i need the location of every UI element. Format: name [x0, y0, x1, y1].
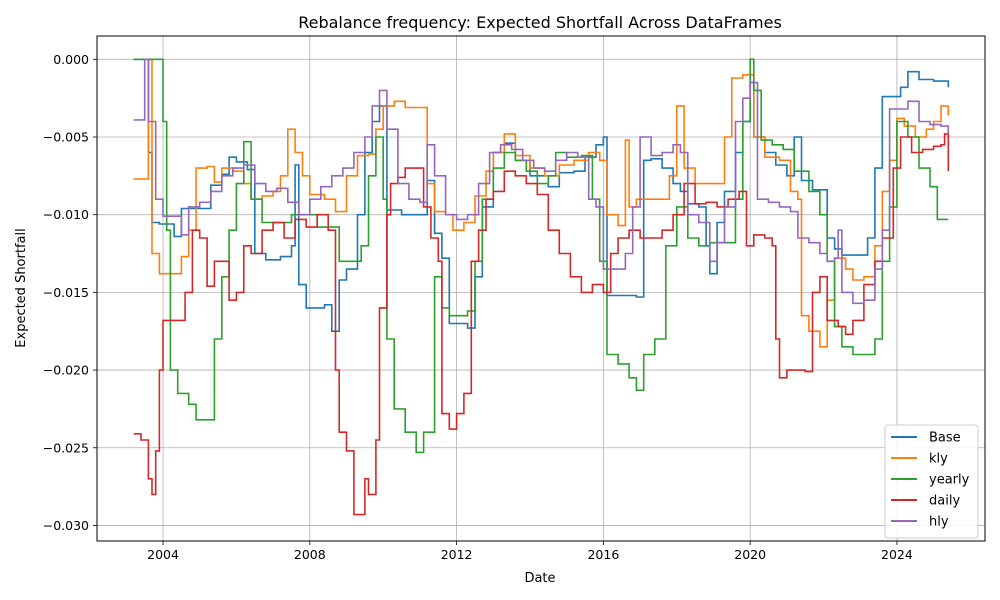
- series-line-daily: [133, 133, 950, 516]
- x-tick-label: 2020: [734, 547, 766, 562]
- chart-title: Rebalance frequency: Expected Shortfall …: [298, 13, 782, 32]
- legend-label: hly: [929, 515, 949, 530]
- y-tick-label: −0.025: [43, 440, 89, 455]
- y-tick-label: −0.005: [43, 130, 89, 145]
- y-tick-label: −0.030: [43, 518, 89, 533]
- x-tick-label: 2024: [881, 547, 913, 562]
- legend-label: Base: [929, 431, 961, 446]
- legend-label: kly: [929, 452, 948, 467]
- legend-label: yearly: [929, 473, 970, 488]
- y-tick-label: 0.000: [53, 52, 89, 67]
- series-line-yearly: [133, 58, 949, 454]
- series-line-hly: [133, 58, 950, 305]
- y-tick-label: −0.015: [43, 285, 89, 300]
- legend-label: daily: [929, 494, 960, 509]
- x-tick-label: 2012: [441, 547, 473, 562]
- y-axis: 0.000 −0.005 −0.010 −0.015 −0.020 −0.025 −0.03…: [43, 52, 97, 533]
- series-line-kly: [133, 58, 950, 348]
- legend-box: [884, 424, 979, 539]
- series-lines: [133, 58, 950, 516]
- x-axis-title: Date: [524, 571, 555, 586]
- series-line-base: [133, 58, 950, 332]
- x-tick-label: 2008: [294, 547, 326, 562]
- y-axis-title: Expected Shortfall: [14, 228, 29, 347]
- plot-frame: [96, 35, 986, 542]
- grid: [97, 36, 985, 541]
- x-tick-label: 2004: [147, 547, 179, 562]
- y-tick-label: −0.010: [43, 207, 89, 222]
- x-tick-label: 2016: [587, 547, 619, 562]
- x-axis: 2004 2008 2012 2016 2020 2024: [147, 541, 913, 562]
- y-tick-label: −0.020: [43, 363, 89, 378]
- legend: Base kly yearly daily hly: [884, 424, 979, 539]
